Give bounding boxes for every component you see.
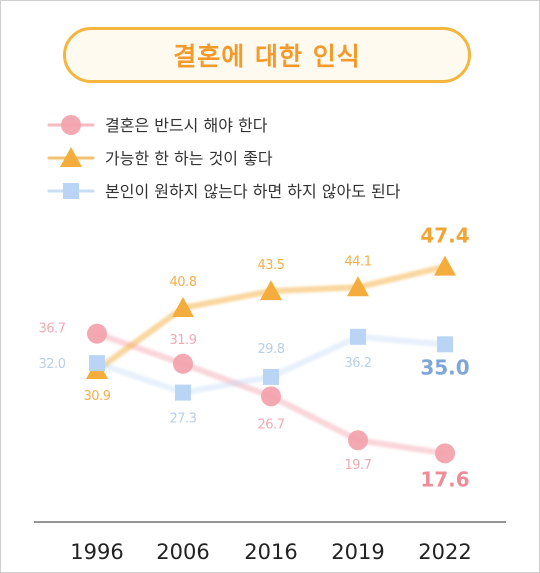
data-label-1-2: 43.5 bbox=[258, 258, 285, 273]
legend-circle-marker bbox=[61, 115, 81, 135]
data-point-2-2 bbox=[263, 368, 279, 385]
data-label-1-1: 40.8 bbox=[170, 275, 197, 290]
x-tick-label-4: 2022 bbox=[418, 540, 471, 564]
data-point-2-1 bbox=[175, 384, 191, 401]
data-point-0-2 bbox=[261, 386, 281, 407]
data-label-2-4: 35.0 bbox=[420, 355, 469, 379]
legend-label-blue: 본인이 원하지 않는다 하면 하지 않아도 된다 bbox=[105, 182, 401, 201]
data-label-1-3: 44.1 bbox=[345, 254, 372, 269]
data-label-0-1: 31.9 bbox=[170, 333, 197, 348]
data-label-0-3: 19.7 bbox=[345, 458, 372, 473]
data-point-0-4 bbox=[435, 443, 455, 464]
data-label-0-2: 26.7 bbox=[258, 417, 285, 432]
data-point-1-3 bbox=[347, 276, 369, 297]
data-label-2-3: 36.2 bbox=[345, 356, 372, 371]
x-tick-labels: 1996 2006 2016 2019 2022 bbox=[70, 540, 471, 564]
data-label-2-1: 27.3 bbox=[170, 412, 197, 427]
legend: 결혼은 반드시 해야 한다 가능한 한 하는 것이 좋다 본인이 원하지 않는다… bbox=[47, 115, 401, 201]
legend-square-marker bbox=[63, 183, 79, 199]
x-tick-label-2: 2016 bbox=[244, 540, 297, 564]
label-layer: 36.7 31.9 26.7 19.7 17.6 30.9 40.8 43.5 44.1 47.4… bbox=[39, 224, 470, 492]
data-point-1-1 bbox=[172, 296, 194, 317]
x-tick-label-3: 2019 bbox=[331, 540, 384, 564]
chart-title: 결혼에 대한 인식 bbox=[173, 42, 361, 71]
title-pill: 결혼에 대한 인식 bbox=[63, 27, 471, 83]
legend-triangle-marker bbox=[60, 147, 82, 167]
data-point-2-0 bbox=[89, 355, 105, 372]
data-label-1-4: 47.4 bbox=[420, 224, 469, 248]
data-label-0-0: 36.7 bbox=[39, 322, 66, 337]
data-point-2-4 bbox=[437, 336, 453, 353]
legend-item-orange: 가능한 한 하는 것이 좋다 bbox=[47, 147, 273, 168]
data-point-2-3 bbox=[350, 328, 366, 345]
data-label-2-2: 29.8 bbox=[258, 342, 285, 357]
data-point-0-0 bbox=[87, 323, 107, 344]
data-label-0-4: 17.6 bbox=[420, 467, 469, 491]
x-tick-label-0: 1996 bbox=[70, 540, 123, 564]
data-label-1-0: 30.9 bbox=[84, 389, 111, 404]
legend-label-orange: 가능한 한 하는 것이 좋다 bbox=[105, 149, 273, 168]
marker-layer bbox=[86, 255, 456, 464]
data-point-1-4 bbox=[434, 255, 456, 276]
data-point-0-3 bbox=[348, 430, 368, 451]
data-label-2-0: 32.0 bbox=[39, 357, 66, 372]
legend-item-blue: 본인이 원하지 않는다 하면 하지 않아도 된다 bbox=[47, 182, 401, 201]
x-tick-label-1: 2006 bbox=[156, 540, 209, 564]
data-point-0-1 bbox=[173, 353, 193, 374]
legend-label-pink: 결혼은 반드시 해야 한다 bbox=[105, 116, 268, 135]
data-point-1-2 bbox=[260, 280, 282, 301]
legend-item-pink: 결혼은 반드시 해야 한다 bbox=[47, 115, 268, 135]
